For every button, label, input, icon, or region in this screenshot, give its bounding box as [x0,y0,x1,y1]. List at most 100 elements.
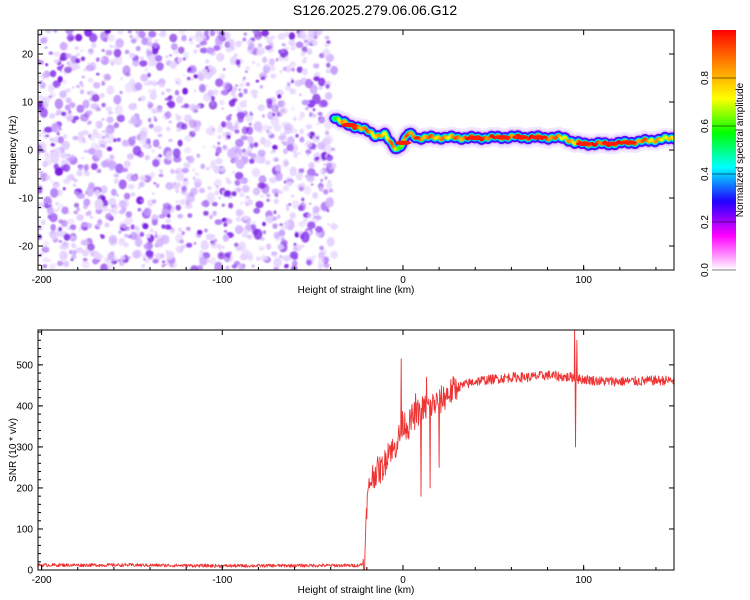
noise-blob [221,203,225,207]
noise-blob [101,57,105,61]
snr-y-label: SNR (10 * v/v) [8,418,19,482]
noise-blob [142,143,149,149]
noise-blob [70,258,74,262]
noise-blob [181,123,188,130]
noise-blob [68,109,72,115]
noise-blob [171,43,178,51]
noise-blob [287,136,295,146]
noise-blob [71,243,77,249]
noise-blob [207,185,212,191]
noise-blob [291,107,295,111]
noise-blob [62,163,71,172]
noise-blob [301,197,305,202]
noise-blob [248,122,252,126]
noise-blob [234,225,244,235]
noise-blob [145,209,149,212]
ridge-peak [467,135,484,141]
noise-blob [96,169,102,173]
noise-blob [80,49,84,53]
noise-blob [236,111,245,119]
noise-blob [225,253,231,259]
noise-blob [215,185,219,189]
noise-blob [159,169,164,173]
noise-blob [263,64,271,74]
noise-blob [81,250,89,257]
noise-blob [215,157,223,165]
noise-blob [59,70,63,73]
noise-blob [161,91,165,96]
noise-blob [258,246,265,251]
noise-blob [146,50,153,56]
noise-blob [221,107,224,110]
noise-blob [88,182,95,191]
noise-blob [308,162,315,169]
noise-blob [73,179,78,183]
noise-blob [87,243,95,251]
noise-blob [298,183,303,187]
noise-blob [101,118,105,121]
noise-blob [175,81,179,84]
noise-blob [104,30,111,34]
noise-blob [124,233,129,238]
noise-blob [106,85,115,95]
noise-blob [202,145,206,149]
noise-blob [67,154,70,157]
noise-blob [99,92,105,99]
noise-blob [144,258,150,264]
noise-blob [119,261,125,266]
noise-blob [315,215,322,220]
noise-blob [225,265,230,270]
noise-blob [262,56,268,64]
noise-blob [107,160,116,171]
noise-blob [209,214,213,220]
noise-blob [291,47,295,51]
noise-blob [246,147,253,154]
noise-blob [256,256,261,261]
noise-blob [116,193,119,197]
noise-blob [59,250,68,261]
noise-blob [286,144,294,152]
noise-blob [88,90,95,97]
noise-blob [131,135,137,140]
noise-blob [42,257,49,263]
noise-blob [260,137,266,145]
noise-blob [127,75,130,78]
noise-blob [259,84,264,89]
noise-blob [159,83,165,88]
noise-blob [295,172,303,181]
noise-blob [187,155,195,164]
noise-blob [182,74,186,77]
ridge-peak [620,140,637,145]
noise-blob [41,246,50,253]
noise-blob [262,114,265,118]
noise-blob [182,87,189,95]
noise-blob [317,141,326,150]
noise-blob [137,186,141,190]
noise-blob [323,139,329,145]
noise-blob [233,95,237,98]
noise-blob [228,202,234,209]
noise-blob [143,244,148,249]
noise-blob [130,192,136,197]
noise-blob [268,58,275,66]
noise-blob [246,234,253,240]
noise-blob [112,204,119,210]
noise-blob [312,108,316,112]
noise-blob [285,258,289,262]
noise-blob [229,114,232,117]
noise-blob [298,186,304,192]
noise-blob [113,138,117,143]
noise-blob [147,117,152,123]
noise-blob [169,263,174,268]
noise-blob [46,206,54,215]
noise-blob [175,200,179,204]
noise-blob [107,198,116,206]
noise-blob [138,181,145,188]
noise-blob [111,208,118,215]
noise-blob [241,126,249,135]
noise-blob [168,54,173,57]
noise-blob [42,160,48,168]
noise-blob [284,55,289,62]
noise-blob [289,166,297,177]
